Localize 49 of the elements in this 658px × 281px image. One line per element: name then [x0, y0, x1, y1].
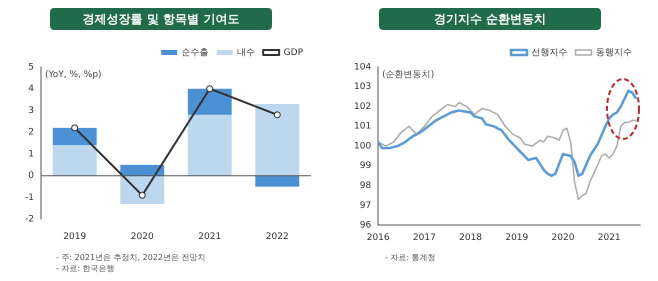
x-tick-label: 2016 — [366, 232, 390, 243]
text: - 자료: 한국은행 — [56, 263, 116, 274]
y-tick-label: 4 — [28, 84, 34, 94]
point — [274, 111, 281, 118]
y-tick-label: 99 — [360, 161, 372, 172]
y-tick-label: 103 — [354, 82, 372, 92]
legend-label: 선행지수 — [532, 48, 568, 58]
y-tick-label: 0 — [28, 171, 34, 182]
x-tick-label: 2021 — [598, 232, 621, 243]
x-tick-label: 2017 — [412, 232, 436, 243]
bar — [188, 114, 232, 176]
legend-label: GDP — [284, 48, 304, 58]
y-tick-label: 100 — [354, 141, 372, 152]
y-tick-label: 101 — [354, 122, 372, 132]
y-tick-label: -2 — [24, 214, 34, 225]
point — [206, 85, 214, 92]
chart-title: 경제성장률 및 항목별 기여도 — [50, 8, 272, 30]
y-tick-label: -1 — [24, 192, 34, 203]
x-tick-label: 2019 — [63, 232, 86, 242]
text: - 자료: 통계청 — [385, 252, 436, 263]
point — [138, 192, 146, 199]
legend-label: 동행지수 — [596, 48, 632, 58]
y-tick-label: 3 — [28, 106, 34, 116]
y-tick-label: 98 — [360, 180, 372, 191]
bar — [255, 104, 300, 176]
y-tick-label: 96 — [360, 220, 372, 231]
x-tick-label: 2019 — [505, 232, 529, 243]
x-tick-label: 2022 — [266, 232, 289, 242]
chart-title: 경기지수 순환변동치 — [379, 8, 601, 30]
y-tick-label: 97 — [360, 200, 372, 211]
y-axis-title: (YoY, %, %p) — [44, 70, 102, 80]
y-tick-label: 5 — [28, 62, 34, 72]
x-tick-label: 2018 — [459, 232, 482, 243]
text: - 주: 2021년은 추정치, 2022년은 전망치 — [56, 252, 206, 263]
bar — [120, 176, 164, 204]
bar — [52, 128, 97, 146]
bar — [255, 176, 300, 187]
y-tick-label: 102 — [354, 102, 372, 112]
x-tick-label: 2020 — [552, 232, 575, 243]
legend-label: 내수 — [237, 48, 256, 58]
bar — [52, 145, 97, 176]
point — [71, 124, 78, 132]
y-axis-title: (순환변동치) — [382, 70, 434, 80]
x-tick-label: 2020 — [130, 232, 154, 242]
y-tick-label: 1 — [28, 149, 34, 160]
legend-label: 순수출 — [182, 48, 209, 58]
y-tick-label: 104 — [354, 62, 372, 72]
x-tick-label: 2021 — [198, 232, 222, 242]
y-tick-label: 2 — [28, 128, 34, 138]
